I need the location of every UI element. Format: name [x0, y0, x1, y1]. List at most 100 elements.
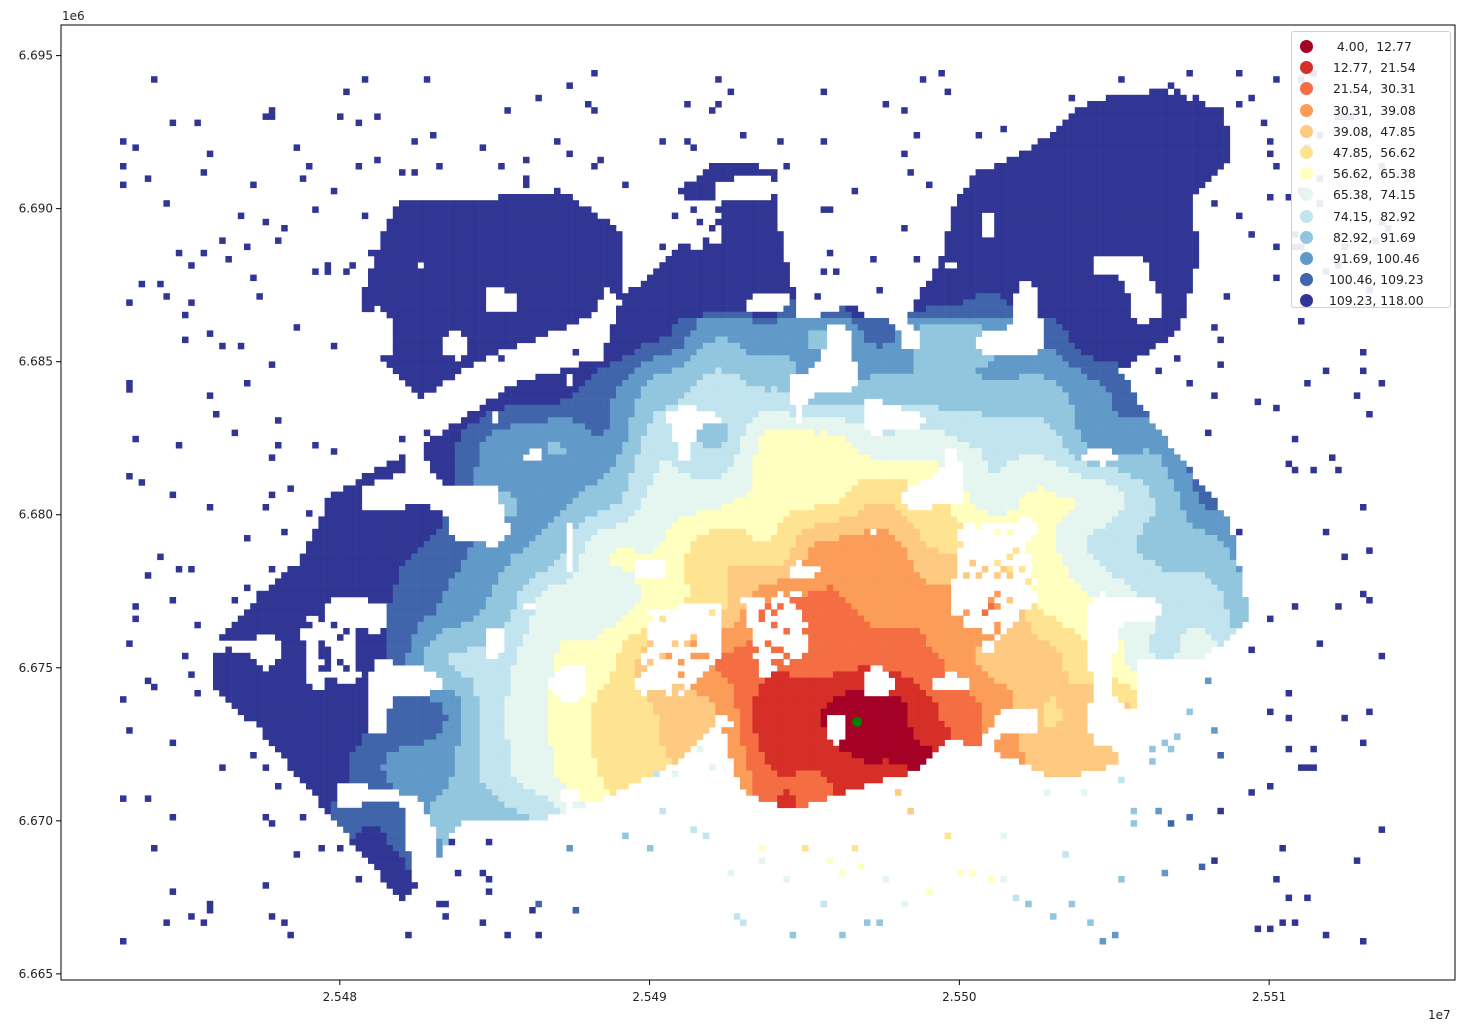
grid-cell	[312, 206, 319, 213]
grid-cell	[312, 268, 319, 275]
grid-cell	[678, 361, 685, 368]
grid-cell	[535, 212, 542, 220]
grid-cell	[938, 423, 945, 430]
grid-cell	[864, 454, 871, 461]
grid-cell	[764, 349, 772, 356]
grid-cell	[795, 342, 803, 350]
grid-cell	[1074, 355, 1082, 362]
grid-cell	[647, 373, 654, 381]
grid-cell	[950, 324, 958, 331]
grid-cell	[560, 218, 567, 226]
grid-cell	[436, 212, 443, 220]
grid-cell	[1136, 101, 1144, 108]
grid-cell	[671, 404, 679, 412]
grid-cell	[392, 280, 400, 288]
grid-cell	[578, 243, 586, 251]
grid-cell	[746, 163, 753, 170]
grid-cell	[1000, 231, 1007, 238]
grid-cell	[554, 268, 561, 275]
grid-cell	[498, 274, 505, 282]
grid-cell	[771, 311, 778, 319]
grid-cell	[665, 398, 673, 406]
grid-cell	[1012, 355, 1020, 362]
grid-cell	[752, 237, 759, 244]
grid-cell	[777, 342, 784, 350]
grid-cell	[1025, 187, 1032, 195]
grid-cell	[771, 262, 778, 269]
grid-cell	[1050, 423, 1057, 430]
grid-cell	[907, 398, 914, 406]
grid-cell	[1124, 336, 1131, 344]
grid-cell	[1260, 119, 1268, 127]
grid-cell	[727, 212, 735, 220]
grid-cell	[926, 454, 933, 461]
grid-cell	[479, 200, 487, 207]
grid-cell	[1068, 132, 1076, 139]
grid-cell	[1099, 373, 1107, 381]
grid-cell	[405, 342, 412, 350]
grid-cell	[436, 373, 443, 381]
grid-cell	[585, 429, 592, 437]
grid-cell	[448, 442, 456, 449]
grid-cell	[591, 70, 598, 77]
grid-cell	[1000, 386, 1007, 393]
grid-cell	[1124, 194, 1131, 201]
grid-cell	[1043, 163, 1051, 170]
grid-cell	[1105, 318, 1113, 325]
grid-cell	[758, 274, 766, 282]
grid-cell	[709, 404, 716, 412]
grid-cell	[988, 268, 995, 275]
grid-cell	[479, 311, 487, 319]
grid-cell	[975, 293, 983, 300]
grid-cell	[1056, 386, 1063, 393]
grid-cell	[702, 311, 710, 319]
grid-cell	[746, 386, 753, 393]
grid-cell	[888, 442, 896, 449]
grid-cell	[1093, 342, 1100, 350]
grid-cell	[1112, 194, 1119, 201]
grid-cell	[678, 243, 685, 251]
grid-cell	[1025, 237, 1032, 244]
grid-cell	[1019, 373, 1026, 381]
grid-cell	[740, 231, 747, 238]
grid-cell	[1143, 237, 1150, 244]
grid-cell	[1112, 237, 1119, 244]
grid-cell	[1105, 305, 1113, 313]
grid-cell	[932, 442, 939, 449]
grid-cell	[771, 169, 778, 176]
grid-cell	[504, 200, 511, 207]
grid-cell	[516, 454, 524, 461]
grid-cell	[715, 460, 722, 468]
grid-cell	[950, 311, 958, 319]
grid-cell	[839, 417, 846, 424]
grid-cell	[436, 274, 443, 282]
grid-cell	[479, 262, 487, 269]
grid-cell	[585, 392, 592, 399]
grid-cell	[709, 324, 716, 331]
grid-cell	[795, 442, 803, 449]
grid-cell	[473, 324, 480, 331]
grid-cell	[944, 243, 952, 251]
grid-cell	[516, 305, 524, 313]
grid-cell	[1019, 181, 1026, 189]
grid-cell	[1006, 225, 1014, 232]
grid-cell	[423, 361, 431, 368]
grid-cell	[684, 299, 691, 306]
grid-cell	[1174, 231, 1181, 238]
grid-cell	[1149, 125, 1156, 133]
grid-cell	[411, 361, 418, 368]
grid-cell	[541, 231, 549, 238]
grid-cell	[541, 280, 549, 288]
grid-cell	[802, 435, 809, 443]
grid-cell	[919, 318, 927, 325]
grid-cell	[585, 460, 592, 468]
grid-cell	[504, 256, 511, 263]
grid-cell	[535, 293, 542, 300]
grid-cell	[1112, 163, 1119, 170]
grid-cell	[1124, 435, 1131, 443]
grid-cell	[814, 442, 821, 449]
grid-cell	[1112, 411, 1119, 418]
grid-cell	[994, 287, 1001, 294]
grid-cell	[1062, 194, 1069, 201]
grid-cell	[634, 287, 642, 294]
